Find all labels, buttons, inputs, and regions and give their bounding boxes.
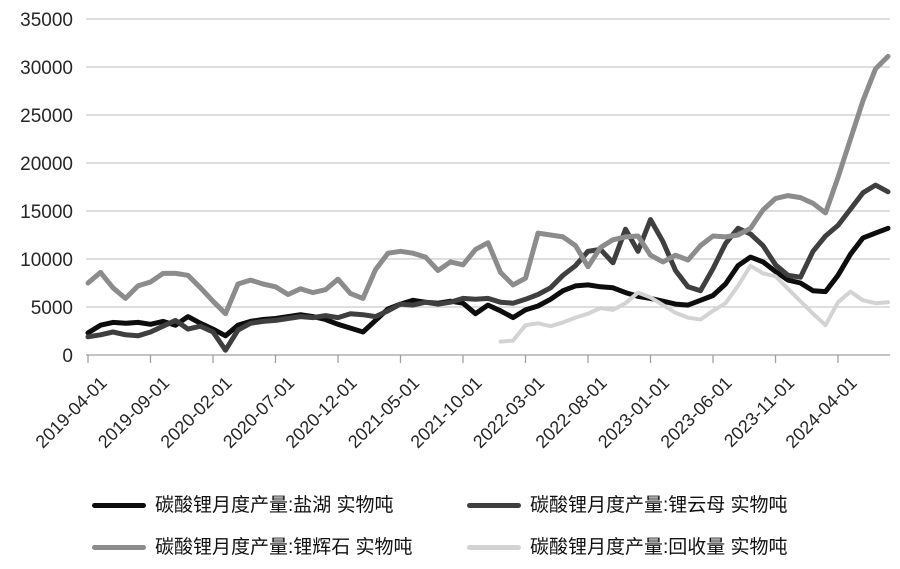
legend-item-huishouliang: 碳酸锂月度产量:回收量 实物吨	[467, 534, 900, 561]
chart-canvas: 050001000015000200002500030000350002019-…	[20, 10, 891, 452]
y-tick-label: 25000	[20, 106, 73, 127]
legend-item-liyunmu: 碳酸锂月度产量:锂云母 实物吨	[467, 492, 900, 519]
chart-legend: 碳酸锂月度产量:盐湖 实物吨 碳酸锂月度产量:锂云母 实物吨 碳酸锂月度产量:锂…	[0, 492, 900, 561]
series-line-liyunmu	[85, 182, 891, 353]
legend-swatch-huishouliang-line	[467, 545, 521, 550]
series-line-yanhu	[85, 225, 891, 339]
legend-swatch-lihuishi-line	[92, 545, 146, 550]
y-tick-label: 0	[62, 346, 73, 367]
series-line-huishouliang	[498, 263, 890, 344]
y-tick-label: 30000	[20, 58, 73, 79]
legend-label-lihuishi: 碳酸锂月度产量:锂辉石 实物吨	[155, 537, 413, 558]
y-tick-label: 20000	[20, 154, 73, 175]
y-tick-label: 35000	[20, 10, 73, 31]
y-tick-label: 15000	[20, 202, 73, 223]
y-tick-label: 5000	[31, 298, 73, 319]
legend-swatch-yanhu-line	[92, 503, 146, 508]
y-tick-label: 10000	[20, 250, 73, 271]
legend-label-huishouliang: 碳酸锂月度产量:回收量 实物吨	[530, 537, 788, 558]
series-line-lihuishi	[85, 53, 891, 317]
legend-label-liyunmu: 碳酸锂月度产量:锂云母 实物吨	[530, 495, 788, 516]
legend-item-yanhu: 碳酸锂月度产量:盐湖 实物吨	[92, 492, 467, 519]
legend-swatch-liyunmu-line	[467, 503, 521, 508]
legend-label-yanhu: 碳酸锂月度产量:盐湖 实物吨	[155, 495, 394, 516]
legend-item-lihuishi: 碳酸锂月度产量:锂辉石 实物吨	[92, 534, 467, 561]
